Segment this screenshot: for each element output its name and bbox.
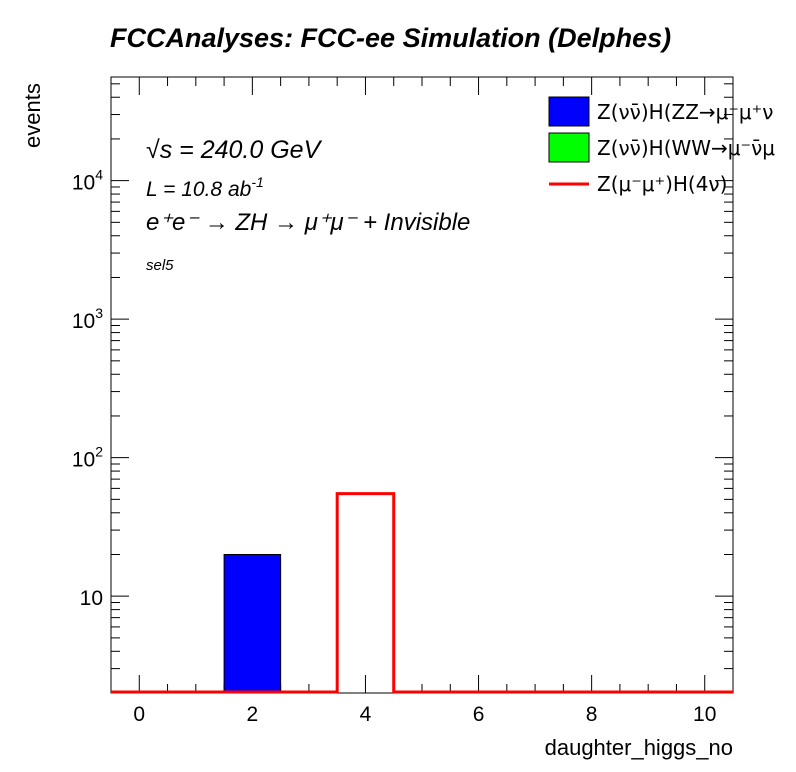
y-tick-label: 104 (72, 167, 103, 195)
legend: Z(νν̄)H(ZZ→μ⁻μ⁺ν Z(νν̄)H(WW→μ⁻ν̄μ Z(μ⁻μ⁺)H… (548, 96, 775, 196)
x-tick-label: 0 (133, 703, 145, 726)
histogram-outline-bar (335, 492, 396, 693)
histogram-bars (111, 492, 733, 694)
y-tick-base: 10 (80, 587, 103, 610)
legend-entry-label: Z(νν̄)H(WW→μ⁻ν̄μ (597, 136, 775, 160)
process-annotation: e⁺e⁻ → ZH → μ⁺μ⁻ + Invisible (146, 209, 470, 236)
legend-entry-label: Z(νν̄)H(ZZ→μ⁻μ⁺ν (597, 100, 773, 124)
histogram-bar (223, 553, 282, 694)
energy-annotation: √s = 240.0 GeV (146, 136, 323, 164)
y-tick-base: 10 (72, 310, 95, 333)
lumi-exponent: -1 (251, 174, 263, 190)
plot-frame (110, 76, 734, 694)
legend-swatch (548, 132, 590, 163)
x-tick-label: 6 (473, 703, 485, 726)
y-tick-exponent: 3 (95, 305, 103, 321)
legend-entry-label: Z(μ⁻μ⁺)H(4ν) (597, 172, 727, 196)
x-tick-label: 8 (586, 703, 598, 726)
y-tick-base: 10 (72, 449, 95, 472)
y-tick-base: 10 (72, 172, 95, 195)
lumi-prefix: L = 10.8 ab (146, 178, 252, 201)
y-tick-exponent: 2 (95, 444, 103, 460)
y-tick-exponent: 4 (95, 167, 103, 183)
y-tick-label: 103 (72, 305, 103, 333)
x-tick-label: 10 (693, 703, 716, 726)
y-tick-label: 10 (80, 587, 103, 610)
x-tick-labels: 0 2 4 6 8 10 (133, 703, 716, 726)
y-axis-label: events (20, 83, 45, 148)
legend-swatch (548, 96, 590, 127)
x-tick-label: 4 (360, 703, 372, 726)
y-tick-label: 102 (72, 444, 103, 472)
chart-title: FCCAnalyses: FCC-ee Simulation (Delphes) (110, 23, 671, 53)
x-axis-label: daughter_higgs_no (545, 735, 733, 760)
selection-annotation: sel5 (146, 257, 174, 274)
axis-ticks (110, 77, 734, 694)
lumi-annotation: L = 10.8 ab-1 (146, 174, 264, 201)
x-tick-label: 2 (247, 703, 259, 726)
